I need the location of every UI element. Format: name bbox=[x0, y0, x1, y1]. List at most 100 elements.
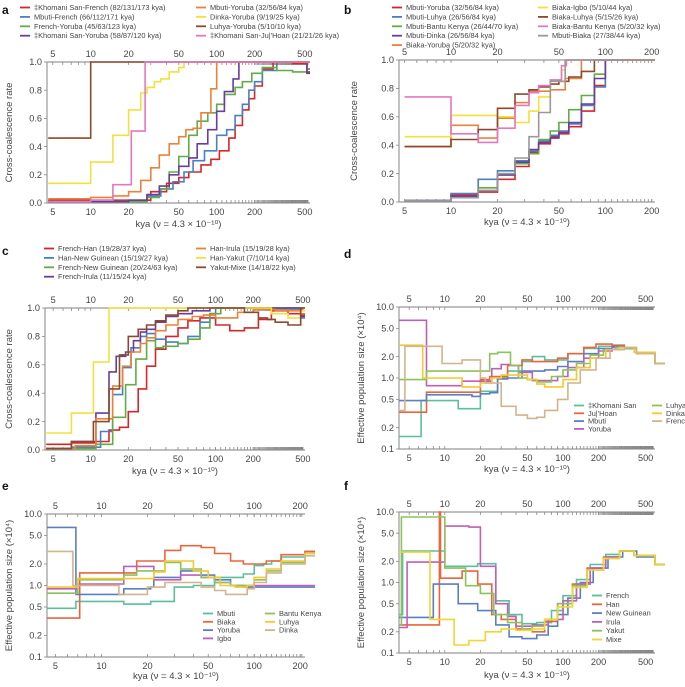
x-tick-label: 50 bbox=[554, 206, 564, 216]
x-tick-label-top: 10 bbox=[440, 294, 450, 304]
panel-d: d 5 5 10 10 20 20 50 50 100 100 200 200 500 500 0.1 0.2 0… bbox=[344, 247, 685, 475]
y-tick-label: 0.2 bbox=[381, 627, 394, 637]
y-tick-label: 0.0 bbox=[381, 197, 394, 207]
y-tick-label: 0.8 bbox=[27, 332, 40, 342]
panel-e: e 5 5 10 10 20 20 50 50 100 100 200 200 0.1 0.2 0.5 1.0 2… bbox=[2, 479, 322, 682]
y-tick-label: 0.2 bbox=[27, 417, 40, 427]
series-line bbox=[47, 544, 315, 619]
y-tick-label: 2.0 bbox=[29, 559, 42, 569]
x-tick-label: 5 bbox=[53, 661, 58, 671]
legend-label: French-Han (19/28/37 kya) bbox=[58, 244, 146, 253]
x-tick-label: 5 bbox=[407, 657, 412, 667]
x-tick-label: 20 bbox=[475, 453, 485, 463]
legend-label: Dinka-Yoruba (9/19/25 kya) bbox=[210, 12, 300, 21]
x-tick-label: 20 bbox=[123, 454, 133, 464]
series-line bbox=[46, 307, 305, 434]
x-tick-label-top: 20 bbox=[142, 501, 152, 511]
series-line bbox=[404, 59, 655, 202]
x-tick-label: 200 bbox=[591, 453, 606, 463]
series-line bbox=[48, 61, 310, 139]
legend-label: Ju|'Hoan bbox=[588, 409, 617, 418]
panel-label: e bbox=[2, 479, 9, 493]
y-tick-label: 10.0 bbox=[376, 302, 394, 312]
y-tick-label: 0.1 bbox=[381, 648, 394, 658]
legend-label: Biaka bbox=[217, 617, 236, 626]
y-tick-label: 0.6 bbox=[27, 360, 40, 370]
x-tick-label: 500 bbox=[297, 207, 312, 217]
legend-label: Mbuti-Yoruba (32/56/84 kya) bbox=[210, 3, 303, 12]
panel-label: d bbox=[344, 247, 351, 261]
x-tick-label-top: 200 bbox=[293, 501, 308, 511]
series-line bbox=[399, 319, 665, 387]
x-tick-label: 20 bbox=[124, 207, 134, 217]
series-line bbox=[399, 345, 665, 420]
legend-label: French-Yoruba (45/63/123 kya) bbox=[34, 22, 136, 31]
legend-label: ‡Khomani San bbox=[588, 401, 636, 410]
x-tick-label-top: 500 bbox=[297, 49, 312, 59]
panel-a: a 5 5 10 10 20 20 50 50 100 100 200 200 500 500 0.0 0.2 0… bbox=[2, 3, 339, 230]
legend-label: Dinka bbox=[666, 409, 685, 418]
legend: Mbuti-Yoruba (32/56/84 kya)Mbuti-Luhya (… bbox=[392, 3, 660, 50]
x-tick-label-top: 50 bbox=[174, 49, 184, 59]
x-tick-label-top: 500 bbox=[638, 294, 653, 304]
legend-label: Dinka bbox=[279, 626, 299, 635]
legend-label: Mbuti-Yoruba (32/56/84 kya) bbox=[406, 3, 499, 12]
series-line bbox=[404, 59, 655, 202]
x-tick-label: 100 bbox=[247, 661, 262, 671]
x-tick-label-top: 100 bbox=[555, 294, 570, 304]
x-tick-label-top: 20 bbox=[475, 499, 485, 509]
y-tick-label: 10.0 bbox=[376, 507, 394, 517]
legend-label: Bantu Kenya bbox=[279, 609, 322, 618]
legend-label: Yakut-Mixe (14/18/22 kya) bbox=[210, 263, 296, 272]
x-axis-label: kya (ν = 4.3 × 10⁻¹⁰) bbox=[136, 219, 222, 230]
x-tick-label: 200 bbox=[591, 657, 606, 667]
y-tick-label: 5.0 bbox=[29, 531, 42, 541]
y-tick-label: 0.2 bbox=[381, 423, 394, 433]
y-tick-label: 1.0 bbox=[381, 55, 394, 65]
series-line bbox=[46, 307, 305, 450]
panel-b: b 5 5 10 10 20 20 50 50 100 100 200 200 0.0 0.2 0.4 0.6 0… bbox=[344, 3, 660, 228]
y-tick-label: 1.0 bbox=[29, 57, 42, 67]
x-tick-label: 50 bbox=[522, 657, 532, 667]
legend-label: Irula bbox=[606, 617, 621, 626]
series-line bbox=[46, 307, 305, 450]
series-line bbox=[399, 550, 665, 646]
y-tick-label: 5.0 bbox=[381, 528, 394, 538]
y-tick-label: 0.2 bbox=[29, 631, 42, 641]
y-axis-label: Effective population size (×10⁴) bbox=[356, 517, 367, 648]
x-tick-label: 10 bbox=[440, 657, 450, 667]
y-tick-label: 2.0 bbox=[381, 556, 394, 566]
series-line bbox=[404, 59, 655, 148]
y-tick-label: 1.0 bbox=[381, 373, 394, 383]
x-tick-label-top: 20 bbox=[492, 47, 502, 57]
legend-label: Yoruba bbox=[217, 626, 241, 635]
y-axis-label: Cross-coalescence rate bbox=[4, 83, 15, 183]
x-tick-label-top: 50 bbox=[203, 501, 213, 511]
x-tick-label-top: 5 bbox=[53, 501, 58, 511]
series-line bbox=[46, 308, 305, 450]
x-tick-label: 100 bbox=[555, 453, 570, 463]
legend-label: Yakut bbox=[606, 626, 624, 635]
x-tick-label: 100 bbox=[208, 454, 223, 464]
x-tick-label-top: 5 bbox=[402, 47, 407, 57]
legend-label: Han-Irula (15/19/28 kya) bbox=[210, 244, 290, 253]
x-tick-label: 10 bbox=[96, 661, 106, 671]
legend-label: Igbo bbox=[217, 634, 231, 643]
x-tick-label: 5 bbox=[407, 453, 412, 463]
x-tick-label-top: 10 bbox=[86, 295, 96, 305]
x-tick-label: 5 bbox=[51, 454, 56, 464]
legend-label: ‡Khomani San-Ju|'Hoan (21/21/26 kya) bbox=[210, 31, 339, 40]
x-tick-label: 100 bbox=[555, 657, 570, 667]
y-tick-label: 0.8 bbox=[29, 85, 42, 95]
legend-label: Luhya bbox=[666, 401, 685, 410]
y-tick-label: 0.0 bbox=[27, 445, 40, 455]
y-axis-label: Cross-coalescence rate bbox=[4, 329, 15, 429]
legend-label: Mbuti-Luhya (26/56/84 kya) bbox=[406, 12, 496, 21]
x-tick-label: 200 bbox=[246, 454, 261, 464]
x-axis-label: kya (ν = 4.3 × 10⁻¹⁰) bbox=[132, 466, 218, 477]
series-line bbox=[404, 59, 655, 202]
panel-f: f 5 5 10 10 20 20 50 50 100 100 200 200 500 500 0.1 0.2 0… bbox=[344, 479, 665, 681]
legend-label: Biaka-Bantu Kenya (5/20/32 kya) bbox=[552, 22, 660, 31]
